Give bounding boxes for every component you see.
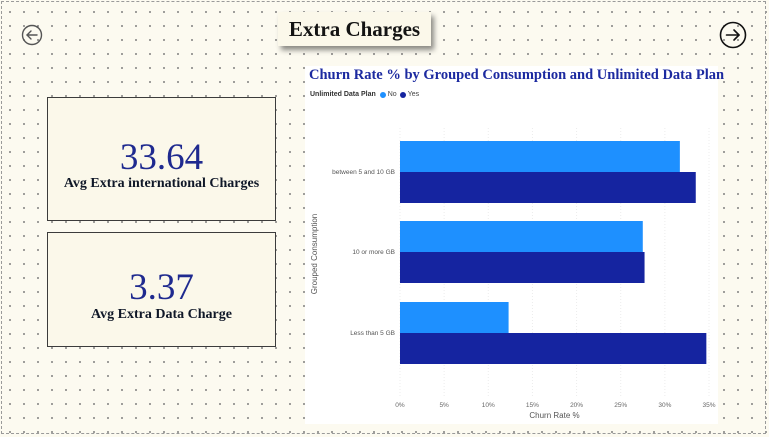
x-tick-label: 20%: [570, 402, 583, 409]
page-title: Extra Charges: [278, 12, 431, 46]
y-tick-label: Less than 5 GB: [350, 330, 395, 337]
chart-title: Churn Rate % by Grouped Consumption and …: [309, 67, 725, 83]
legend-dot-no: [379, 91, 386, 98]
kpi-value: 33.64: [119, 137, 204, 178]
kpi-card-extra-international[interactable]: 33.64 Avg Extra international Charges: [47, 97, 276, 221]
chart-plot: 0% 5% 10% 15% 20% 25% 30% 35% between 5 and 10 G…: [310, 128, 716, 420]
legend-dot-yes: [399, 91, 406, 98]
kpi-label: Avg Extra international Charges: [63, 176, 260, 191]
bar-no: [400, 141, 680, 172]
x-tick-label: 0%: [395, 402, 405, 409]
legend-title: Unlimited Data Plan: [310, 91, 376, 98]
next-button[interactable]: [719, 21, 747, 49]
arrow-left-circle-icon: [21, 24, 43, 46]
x-tick-label: 15%: [526, 402, 539, 409]
arrow-right-circle-icon: [719, 21, 747, 49]
kpi-card-extra-data[interactable]: 3.37 Avg Extra Data Charge: [47, 232, 276, 347]
legend-item-yes[interactable]: Yes: [399, 91, 420, 98]
x-tick-label: 10%: [482, 402, 495, 409]
y-axis-label: Grouped Consumption: [310, 214, 319, 295]
y-tick-label: between 5 and 10 GB: [332, 169, 395, 176]
bar-no: [400, 302, 509, 333]
legend-item-no[interactable]: No: [379, 91, 397, 98]
legend-label-no: No: [387, 91, 397, 98]
x-tick-label: 30%: [658, 402, 671, 409]
legend-label-yes: Yes: [407, 91, 420, 98]
kpi-value: 3.37: [129, 267, 194, 308]
bar-yes: [400, 252, 645, 283]
x-tick-label: 5%: [439, 402, 449, 409]
x-tick-label: 35%: [702, 402, 715, 409]
bar-yes: [400, 172, 696, 203]
chart-legend[interactable]: Unlimited Data Plan No Yes: [310, 91, 422, 98]
x-tick-label: 25%: [614, 402, 627, 409]
bar-no: [400, 221, 643, 252]
bar-yes: [400, 333, 707, 364]
kpi-label: Avg Extra Data Charge: [91, 307, 232, 322]
churn-rate-chart[interactable]: Churn Rate % by Grouped Consumption and …: [305, 66, 724, 424]
x-axis-label: Churn Rate %: [529, 411, 579, 420]
back-button[interactable]: [21, 24, 43, 46]
y-tick-label: 10 or more GB: [352, 249, 395, 256]
